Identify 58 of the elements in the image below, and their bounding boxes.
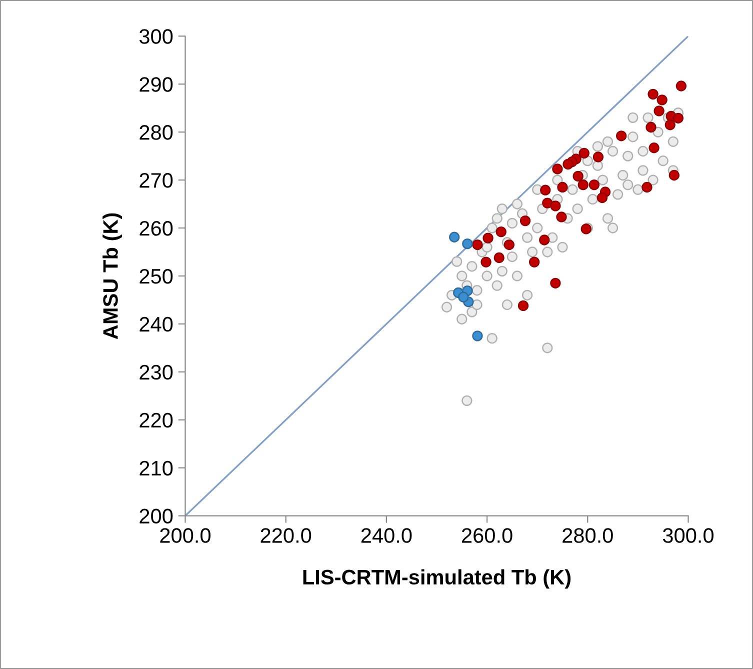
- point: [578, 179, 588, 190]
- x-tick-label: 300.0: [662, 528, 714, 543]
- x-tick-label: 280.0: [562, 528, 613, 543]
- y-tick-label: 200: [140, 508, 173, 524]
- point: [588, 179, 600, 190]
- point: [520, 215, 531, 226]
- x-tick-label: 260.0: [462, 528, 512, 543]
- y-tick-label: 230: [140, 364, 173, 380]
- point: [596, 192, 608, 204]
- y-tick-label: 240: [140, 316, 173, 332]
- point: [528, 256, 540, 268]
- point: [672, 112, 684, 124]
- y-tick-label: 250: [140, 268, 173, 284]
- point: [648, 142, 660, 154]
- point: [472, 239, 483, 250]
- point: [462, 238, 473, 250]
- y-tick-label: 300: [139, 29, 173, 44]
- point: [480, 256, 492, 268]
- point: [676, 80, 687, 92]
- point: [646, 122, 656, 133]
- y-tick-label: 280: [140, 125, 173, 140]
- point: [578, 148, 590, 158]
- point: [482, 232, 494, 244]
- point: [562, 158, 574, 170]
- x-tick-label: 240.0: [361, 528, 412, 543]
- point: [458, 292, 469, 302]
- y-tick-label: 220: [140, 412, 173, 428]
- point: [616, 130, 627, 142]
- point: [518, 300, 529, 312]
- point: [504, 239, 515, 250]
- point: [557, 182, 568, 193]
- y-tick-label: 270: [140, 173, 173, 188]
- y-tick-label: 210: [140, 460, 173, 476]
- point: [664, 120, 676, 130]
- point: [642, 182, 652, 193]
- point: [668, 170, 680, 181]
- point: [494, 252, 504, 264]
- y-axis-title: AMSU Tb (K): [102, 213, 122, 340]
- x-tick-label: 200.0: [160, 528, 210, 543]
- point: [496, 226, 506, 238]
- y-tick-label: 260: [140, 220, 173, 236]
- point: [540, 184, 551, 196]
- point: [550, 278, 561, 288]
- x-tick-label: 220.0: [260, 528, 312, 543]
- point: [592, 152, 604, 162]
- point: [449, 232, 460, 242]
- point: [472, 330, 483, 342]
- x-axis-title: LIS-CRTM-simulated Tb (K): [303, 569, 571, 589]
- point: [654, 106, 664, 116]
- point: [552, 164, 563, 174]
- point: [539, 234, 550, 246]
- point: [648, 88, 658, 100]
- point: [550, 200, 561, 212]
- point: [656, 94, 668, 106]
- point: [542, 198, 553, 208]
- point: [572, 170, 584, 182]
- y-tick-label: 290: [140, 77, 173, 92]
- point: [556, 212, 567, 222]
